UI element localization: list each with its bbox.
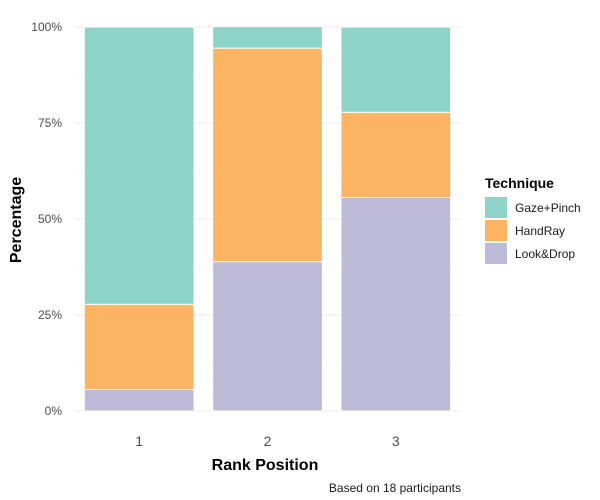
bar-segment-look-drop-rank-3	[340, 196, 452, 412]
bar-segment-handray-rank-3	[340, 111, 452, 198]
bar-segment-look-drop-rank-1	[83, 388, 195, 412]
legend-label: HandRay	[515, 224, 565, 238]
bar-segment-look-drop-rank-2	[212, 261, 323, 412]
x-axis-title: Rank Position	[212, 457, 319, 474]
y-tick-label: 100%	[31, 20, 62, 34]
legend-label: Look&Drop	[515, 247, 575, 261]
legend: Technique Gaze+Pinch HandRay Look&Drop	[485, 175, 581, 264]
x-tick-label: 2	[264, 433, 272, 449]
legend-label: Gaze+Pinch	[515, 201, 581, 215]
y-tick-label: 0%	[45, 404, 63, 418]
legend-swatch	[485, 220, 507, 241]
bar-segment-handray-rank-1	[83, 303, 195, 390]
bar-segment-gaze-pinch-rank-2	[212, 26, 323, 49]
legend-items: Gaze+Pinch HandRay Look&Drop	[485, 197, 581, 264]
x-tick-label: 3	[392, 433, 400, 449]
bar-segment-gaze-pinch-rank-3	[340, 26, 452, 113]
y-axis-ticks: 0% 25% 50% 75% 100%	[31, 20, 62, 418]
legend-swatch	[485, 243, 507, 264]
legend-title: Technique	[485, 175, 554, 191]
y-tick-label: 75%	[38, 116, 62, 130]
x-tick-label: 1	[135, 433, 143, 449]
legend-swatch	[485, 197, 507, 218]
bar-segment-handray-rank-2	[212, 47, 323, 263]
x-axis-ticks: 1 2 3	[135, 433, 400, 449]
y-tick-label: 25%	[38, 308, 62, 322]
bars	[83, 26, 452, 412]
y-axis-title: Percentage	[8, 177, 25, 263]
caption: Based on 18 participants	[329, 481, 461, 495]
y-tick-label: 50%	[38, 212, 62, 226]
bar-segment-gaze-pinch-rank-1	[83, 26, 195, 305]
